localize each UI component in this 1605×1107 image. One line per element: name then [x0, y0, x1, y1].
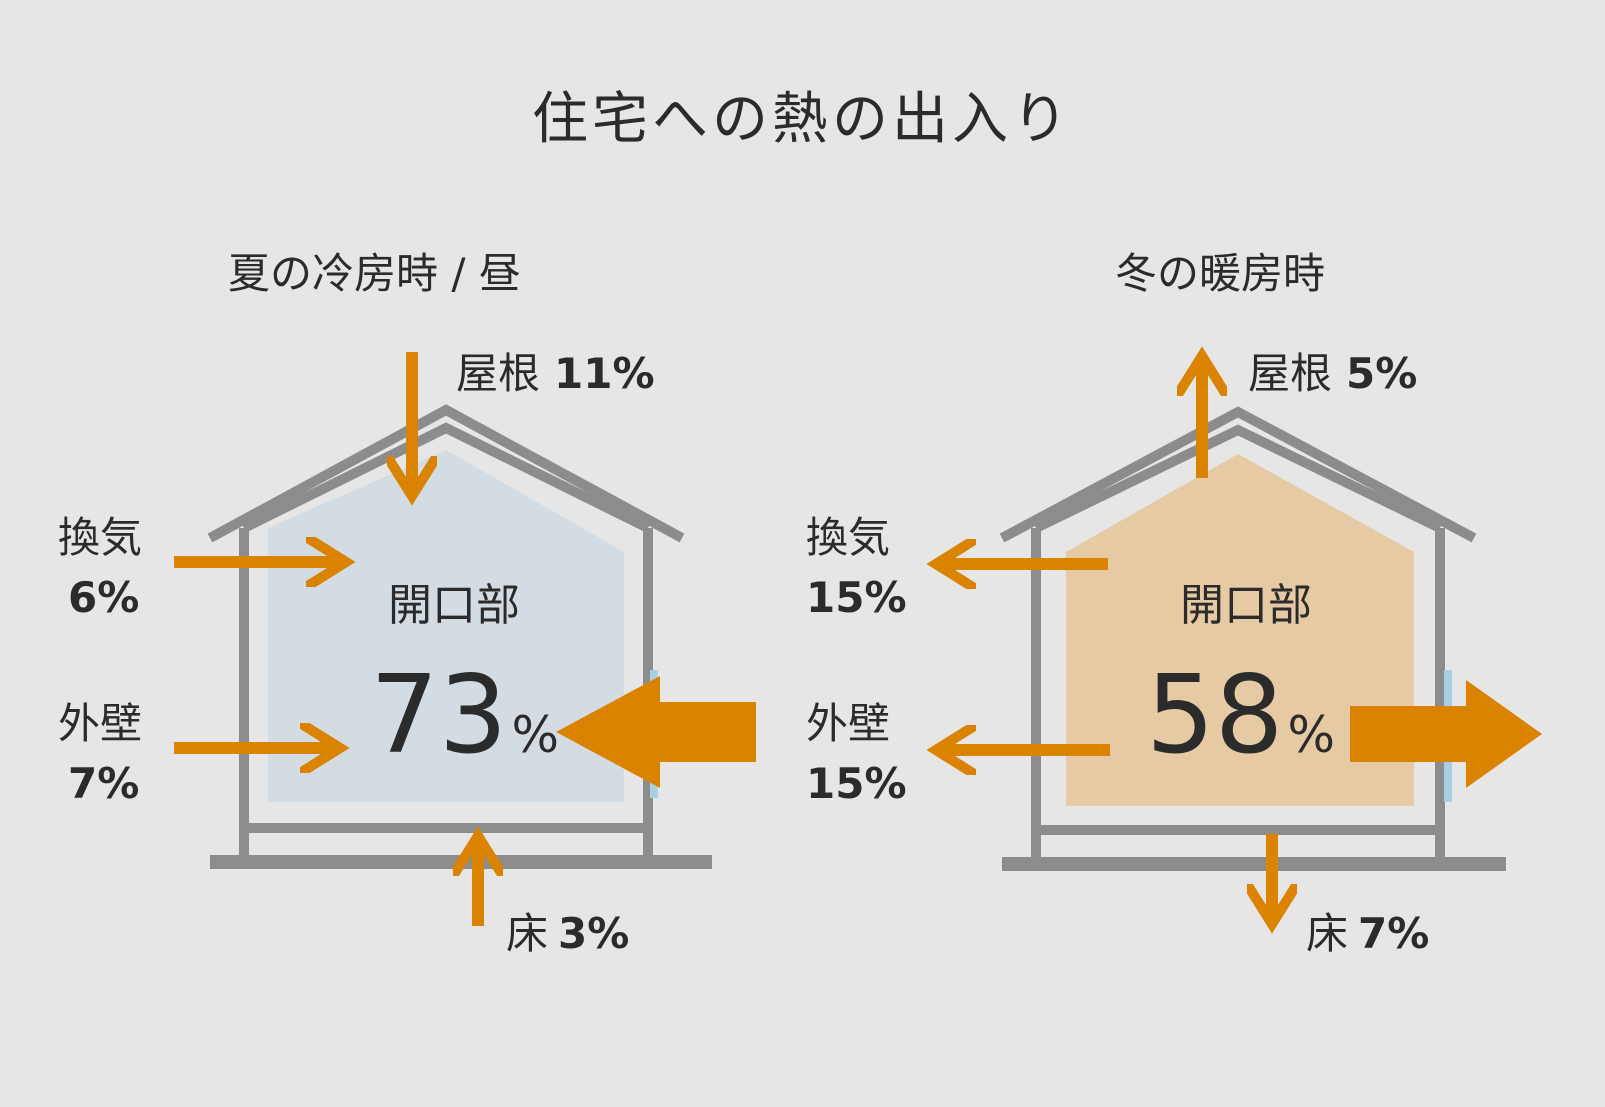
winter-house-frame [999, 406, 1506, 871]
winter-panel: 冬の暖房時 屋根 5% 換気 15% 外壁 15% 床 7% 開口部 [806, 249, 1542, 958]
summer-outer-wall-value: 7% [68, 759, 139, 808]
summer-ventilation-label: 換気 [58, 513, 142, 562]
winter-ventilation-label: 換気 [806, 513, 890, 562]
summer-heading: 夏の冷房時 / 昼 [228, 249, 521, 298]
summer-outer-wall-label: 外壁 [58, 699, 142, 748]
summer-opening-value: 73% [370, 653, 559, 778]
summer-ventilation-value: 6% [68, 573, 139, 622]
summer-floor-label: 床 3% [506, 909, 629, 958]
winter-ventilation-value: 15% [806, 573, 907, 622]
winter-opening-label: 開口部 [1180, 580, 1312, 631]
winter-opening-arrow [1350, 680, 1542, 788]
summer-opening-arrow [556, 676, 756, 788]
summer-opening-label: 開口部 [388, 580, 520, 631]
winter-outer-wall-label: 外壁 [806, 699, 890, 748]
summer-panel: 夏の冷房時 / 昼 屋根 11% 換気 6% 外壁 7% 床 3% 開口部 [58, 249, 756, 958]
summer-house-interior [268, 450, 624, 802]
winter-house-interior [1066, 454, 1414, 806]
diagram-title: 住宅への熱の出入り [532, 87, 1072, 152]
summer-roof-label: 屋根 11% [456, 349, 655, 398]
winter-opening-value: 58% [1146, 653, 1335, 778]
winter-floor-label: 床 7% [1306, 909, 1429, 958]
winter-heading: 冬の暖房時 [1115, 249, 1325, 298]
winter-roof-label: 屋根 5% [1248, 349, 1417, 398]
winter-outer-wall-value: 15% [806, 759, 907, 808]
